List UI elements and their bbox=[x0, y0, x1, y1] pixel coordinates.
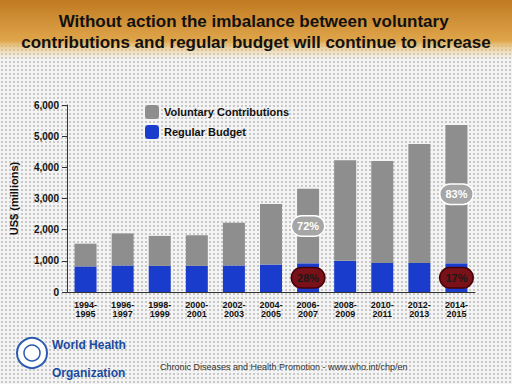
svg-text:2007: 2007 bbox=[298, 309, 318, 319]
svg-text:1,000: 1,000 bbox=[34, 255, 59, 266]
svg-text:28%: 28% bbox=[297, 272, 319, 284]
svg-text:2001: 2001 bbox=[187, 309, 207, 319]
svg-text:72%: 72% bbox=[297, 220, 319, 232]
svg-text:Organization: Organization bbox=[52, 366, 125, 380]
svg-text:17%: 17% bbox=[445, 272, 467, 284]
svg-text:5,000: 5,000 bbox=[34, 131, 59, 142]
svg-text:3,000: 3,000 bbox=[34, 193, 59, 204]
svg-text:Voluntary Contributions: Voluntary Contributions bbox=[164, 106, 289, 118]
svg-text:83%: 83% bbox=[445, 188, 467, 200]
svg-text:2013: 2013 bbox=[409, 309, 429, 319]
svg-text:2010-: 2010- bbox=[370, 299, 394, 310]
svg-text:2,000: 2,000 bbox=[34, 224, 59, 235]
svg-text:4,000: 4,000 bbox=[34, 162, 59, 173]
svg-text:1999: 1999 bbox=[150, 309, 170, 319]
svg-text:0: 0 bbox=[53, 287, 59, 298]
svg-text:1997: 1997 bbox=[113, 309, 133, 319]
svg-text:2012-: 2012- bbox=[407, 299, 431, 310]
svg-text:2015: 2015 bbox=[446, 309, 466, 319]
svg-text:1994-: 1994- bbox=[74, 299, 98, 310]
svg-text:1996-: 1996- bbox=[111, 299, 135, 310]
svg-text:US$ (millions): US$ (millions) bbox=[8, 161, 20, 235]
svg-text:World Health: World Health bbox=[52, 338, 126, 352]
svg-text:2005: 2005 bbox=[261, 309, 281, 319]
svg-text:2002-: 2002- bbox=[222, 299, 246, 310]
svg-text:6,000: 6,000 bbox=[34, 100, 59, 111]
svg-text:Regular Budget: Regular Budget bbox=[164, 126, 246, 138]
svg-text:2009: 2009 bbox=[335, 309, 355, 319]
svg-text:Without action the imbalance b: Without action the imbalance between vol… bbox=[59, 12, 454, 31]
svg-text:2014-: 2014- bbox=[444, 299, 468, 310]
svg-text:2003: 2003 bbox=[224, 309, 244, 319]
svg-text:Chronic Diseases and Health Pr: Chronic Diseases and Health Promotion - … bbox=[160, 362, 408, 372]
svg-text:1998-: 1998- bbox=[148, 299, 172, 310]
svg-text:2000-: 2000- bbox=[185, 299, 209, 310]
svg-text:2011: 2011 bbox=[373, 309, 393, 319]
svg-text:contributions and regular budg: contributions and regular budget will co… bbox=[21, 33, 490, 52]
svg-text:2006-: 2006- bbox=[296, 299, 320, 310]
svg-text:2004-: 2004- bbox=[259, 299, 283, 310]
svg-text:2008-: 2008- bbox=[333, 299, 357, 310]
svg-text:1995: 1995 bbox=[76, 309, 96, 319]
